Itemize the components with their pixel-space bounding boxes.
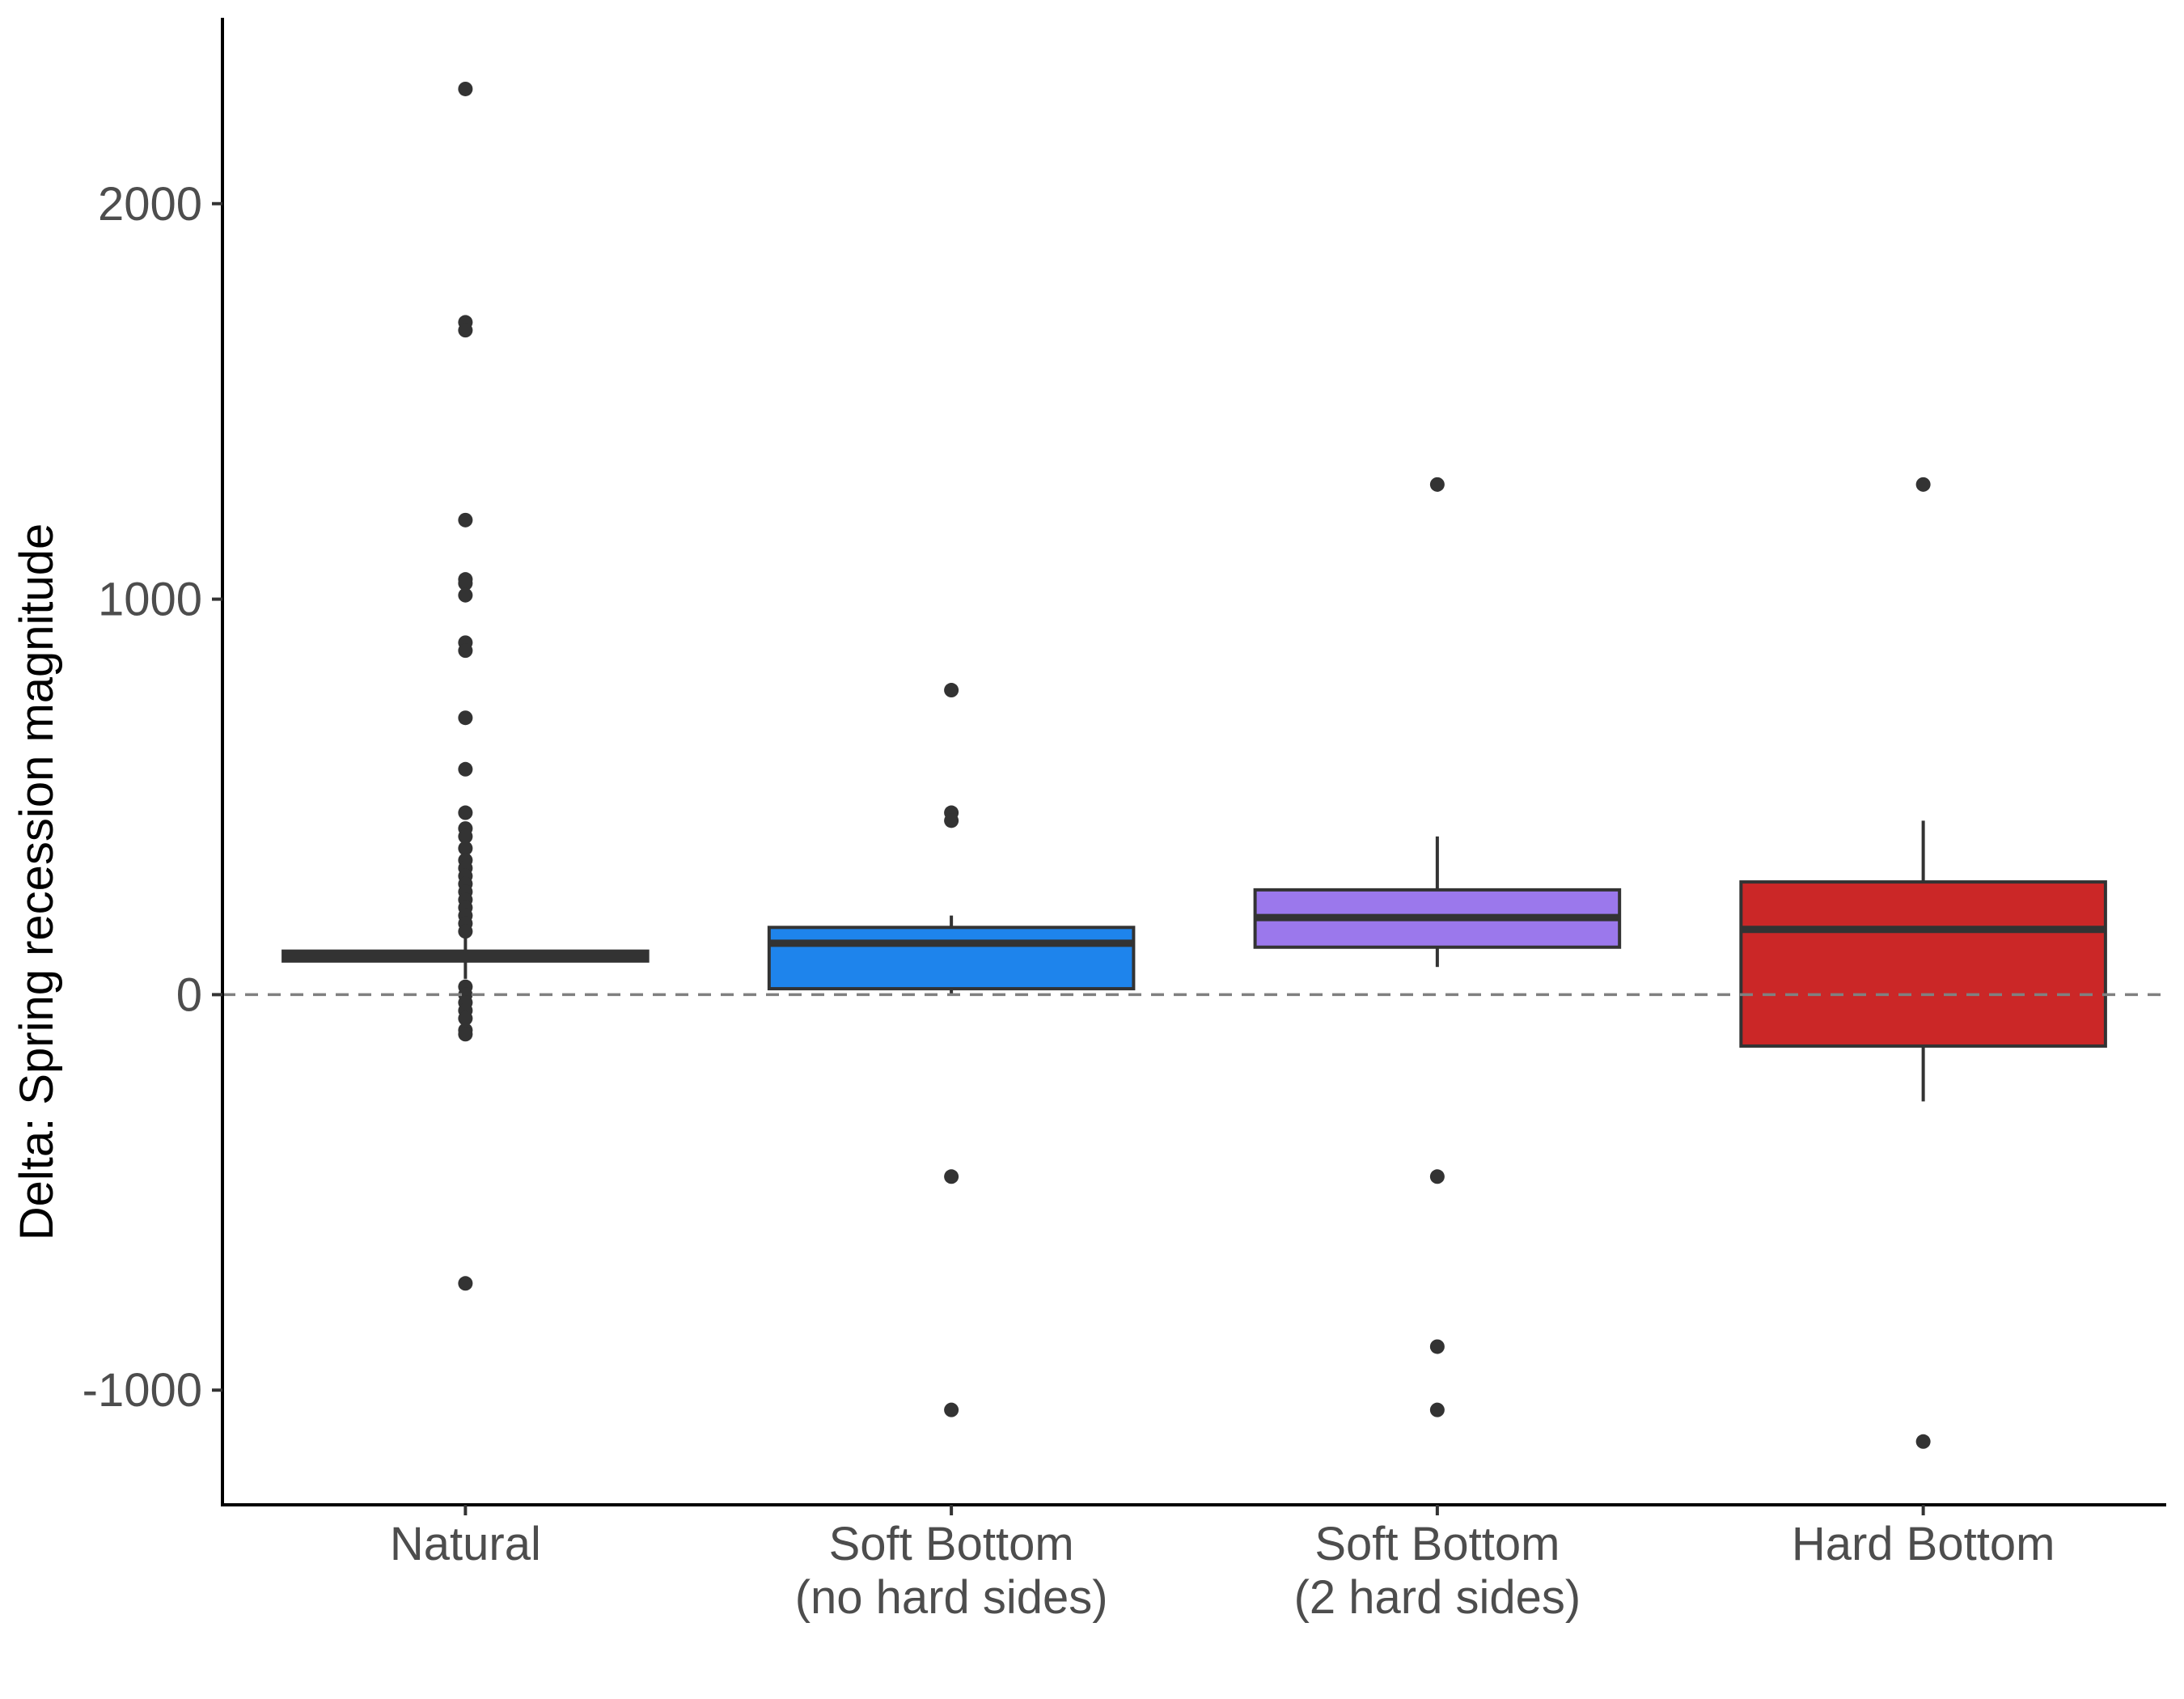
y-tick-label: 1000 (98, 574, 202, 626)
x-tick-label-line: Soft Bottom (829, 1518, 1074, 1570)
outlier-point (458, 576, 473, 591)
outlier-point (458, 323, 473, 338)
outlier-point (944, 1402, 959, 1417)
y-tick-label: 0 (176, 968, 202, 1021)
x-tick-label-line: Hard Bottom (1792, 1518, 2055, 1570)
outlier-point (458, 841, 473, 856)
outlier-point (944, 1169, 959, 1184)
x-tick-label: Soft Bottom (2 hard sides) (1294, 1518, 1581, 1624)
outlier-point (458, 512, 473, 527)
x-tick-label-line: Natural (390, 1518, 541, 1570)
outlier-point (458, 1011, 473, 1026)
y-tick-label: 2000 (98, 178, 202, 231)
outlier-point (1429, 1169, 1445, 1184)
outlier-point (458, 761, 473, 777)
box (1739, 880, 2107, 1048)
outlier-point (458, 643, 473, 659)
outlier-point (1429, 1339, 1445, 1354)
outlier-point (458, 710, 473, 726)
outlier-point (458, 1027, 473, 1042)
x-axis-ticks: Natural Soft Bottom (no hard sides)Soft Bo… (390, 1505, 2055, 1624)
outlier-point (1429, 1402, 1445, 1417)
y-axis-ticks: -1000 0 1000 2000 (83, 178, 222, 1417)
outlier-point (458, 81, 473, 96)
outlier-point (1915, 1434, 1931, 1449)
outlier-point (458, 587, 473, 603)
y-axis-title: Delta: Spring recession magnitude (11, 523, 63, 1241)
outlier-point (944, 813, 959, 828)
box (767, 926, 1136, 991)
x-tick-label-line: (no hard sides) (795, 1571, 1108, 1624)
x-tick-label-line: Soft Bottom (1314, 1518, 1560, 1570)
outlier-point (1429, 477, 1445, 492)
outlier-point (944, 683, 959, 698)
outlier-point (458, 805, 473, 820)
x-tick-label: Hard Bottom (1792, 1518, 2055, 1570)
outlier-point (458, 924, 473, 939)
x-tick-label-line: (2 hard sides) (1294, 1571, 1581, 1624)
outlier-point (458, 1276, 473, 1291)
y-tick-label: -1000 (83, 1364, 202, 1417)
x-tick-label: Soft Bottom (no hard sides) (795, 1518, 1108, 1624)
x-tick-label: Natural (390, 1518, 541, 1570)
outlier-point (1915, 477, 1931, 492)
outlier-point (458, 828, 473, 844)
plot-area (222, 81, 2166, 1449)
